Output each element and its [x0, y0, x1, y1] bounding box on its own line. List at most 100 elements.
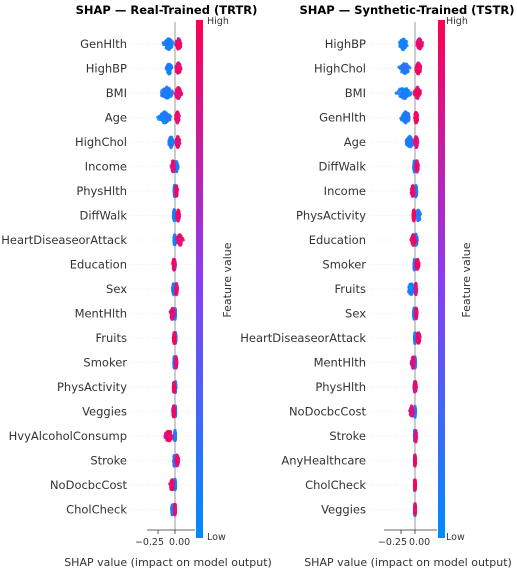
shap-point	[401, 96, 405, 100]
shap-point	[172, 381, 176, 385]
x-axis-label: SHAP value (impact on model output)	[64, 556, 272, 569]
shap-point	[171, 159, 175, 163]
feature-label: PhysHlth	[315, 380, 366, 394]
shap-point	[166, 66, 171, 70]
feature-label: NoDocbcCost	[50, 478, 128, 492]
shap-point	[172, 209, 176, 213]
shap-point	[408, 92, 413, 96]
shap-point	[172, 264, 176, 268]
x-tick-label: −0.25	[135, 537, 164, 548]
feature-label: Smoker	[322, 258, 366, 272]
shap-point	[172, 338, 177, 342]
shap-point	[401, 93, 405, 97]
feature-label: Smoker	[83, 356, 127, 370]
shap-point	[413, 284, 417, 288]
shap-point	[168, 45, 172, 49]
colorbar	[196, 20, 203, 538]
shap-point	[400, 43, 404, 47]
shap-point	[173, 434, 177, 438]
shap-point	[169, 483, 174, 488]
shap-point	[166, 437, 170, 441]
shap-point	[411, 243, 415, 247]
shap-point	[414, 308, 418, 312]
shap-point	[176, 67, 181, 71]
shap-point	[165, 89, 169, 93]
x-tick-label: 0.00	[169, 537, 190, 548]
shap-point	[411, 216, 415, 220]
shap-point	[418, 45, 422, 49]
shap-point	[171, 260, 175, 264]
feature-label: DiffWalk	[79, 209, 127, 223]
shap-point	[403, 41, 407, 45]
shap-point	[174, 360, 178, 364]
shap-point	[413, 91, 417, 95]
shap-point	[176, 87, 180, 91]
shap-point	[410, 191, 415, 195]
shap-point	[413, 142, 417, 146]
shap-point	[408, 134, 412, 138]
shap-point	[176, 96, 180, 101]
shap-point	[412, 239, 416, 244]
shap-point	[407, 141, 411, 145]
shap-point	[405, 138, 409, 142]
shap-point	[418, 88, 422, 93]
shap-point	[411, 362, 415, 366]
shap-point	[415, 159, 419, 163]
shap-point	[404, 87, 408, 91]
shap-point	[418, 334, 422, 338]
shap-point	[163, 119, 167, 123]
shap-point	[167, 139, 171, 143]
feature-label: Education	[309, 233, 366, 247]
shap-point	[176, 210, 180, 214]
shap-point	[159, 116, 163, 120]
feature-label: Income	[85, 160, 127, 174]
shap-point	[403, 119, 407, 124]
panel-synthetic-trained: SHAP — Synthetic-Trained (TSTR)HighBPHig…	[240, 3, 514, 569]
colorbar-high-label: High	[207, 16, 229, 27]
feature-label: Age	[344, 135, 366, 149]
shap-point	[403, 110, 408, 114]
feature-label: MentHlth	[314, 356, 366, 370]
feature-label: HvyAlcoholConsump	[9, 429, 127, 443]
shap-point	[412, 212, 416, 217]
feature-label: GenHlth	[80, 37, 127, 51]
feature-label: Income	[324, 184, 366, 198]
shap-point	[169, 92, 173, 96]
shap-point	[413, 387, 417, 391]
shap-point	[170, 306, 175, 310]
shap-point	[414, 138, 418, 142]
shap-point	[173, 437, 177, 441]
shap-point	[412, 218, 416, 223]
shap-point	[174, 91, 179, 95]
colorbar-low-label: Low	[207, 532, 226, 543]
feature-label: Veggies	[82, 405, 127, 419]
shap-point	[172, 413, 176, 417]
shap-point	[168, 42, 172, 46]
panel-real-trained: SHAP — Real-Trained (TRTR)GenHlthHighBPB…	[1, 3, 272, 569]
shap-point	[173, 509, 177, 513]
shap-point	[411, 186, 415, 191]
shap-point	[173, 189, 178, 193]
shap-point	[172, 218, 177, 222]
colorbar-title: Feature value	[221, 242, 234, 317]
feature-label: DiffWalk	[318, 160, 366, 174]
shap-point	[165, 40, 169, 44]
shap-point	[167, 62, 172, 66]
shap-point	[162, 89, 166, 93]
shap-point	[416, 264, 421, 268]
feature-label: HeartDiseaseorAttack	[240, 331, 366, 345]
shap-point	[172, 242, 176, 246]
shap-point	[417, 42, 421, 46]
shap-point	[411, 356, 416, 360]
shap-point	[162, 111, 166, 115]
shap-point	[408, 282, 412, 286]
shap-point	[415, 260, 420, 265]
shap-point	[416, 63, 420, 68]
feature-label: Sex	[106, 282, 127, 296]
shap-point	[417, 214, 421, 218]
shap-point	[401, 67, 405, 71]
feature-label: HighChol	[314, 62, 366, 76]
shap-point	[172, 42, 176, 46]
shap-point	[406, 112, 410, 117]
feature-label: Fruits	[335, 282, 367, 296]
